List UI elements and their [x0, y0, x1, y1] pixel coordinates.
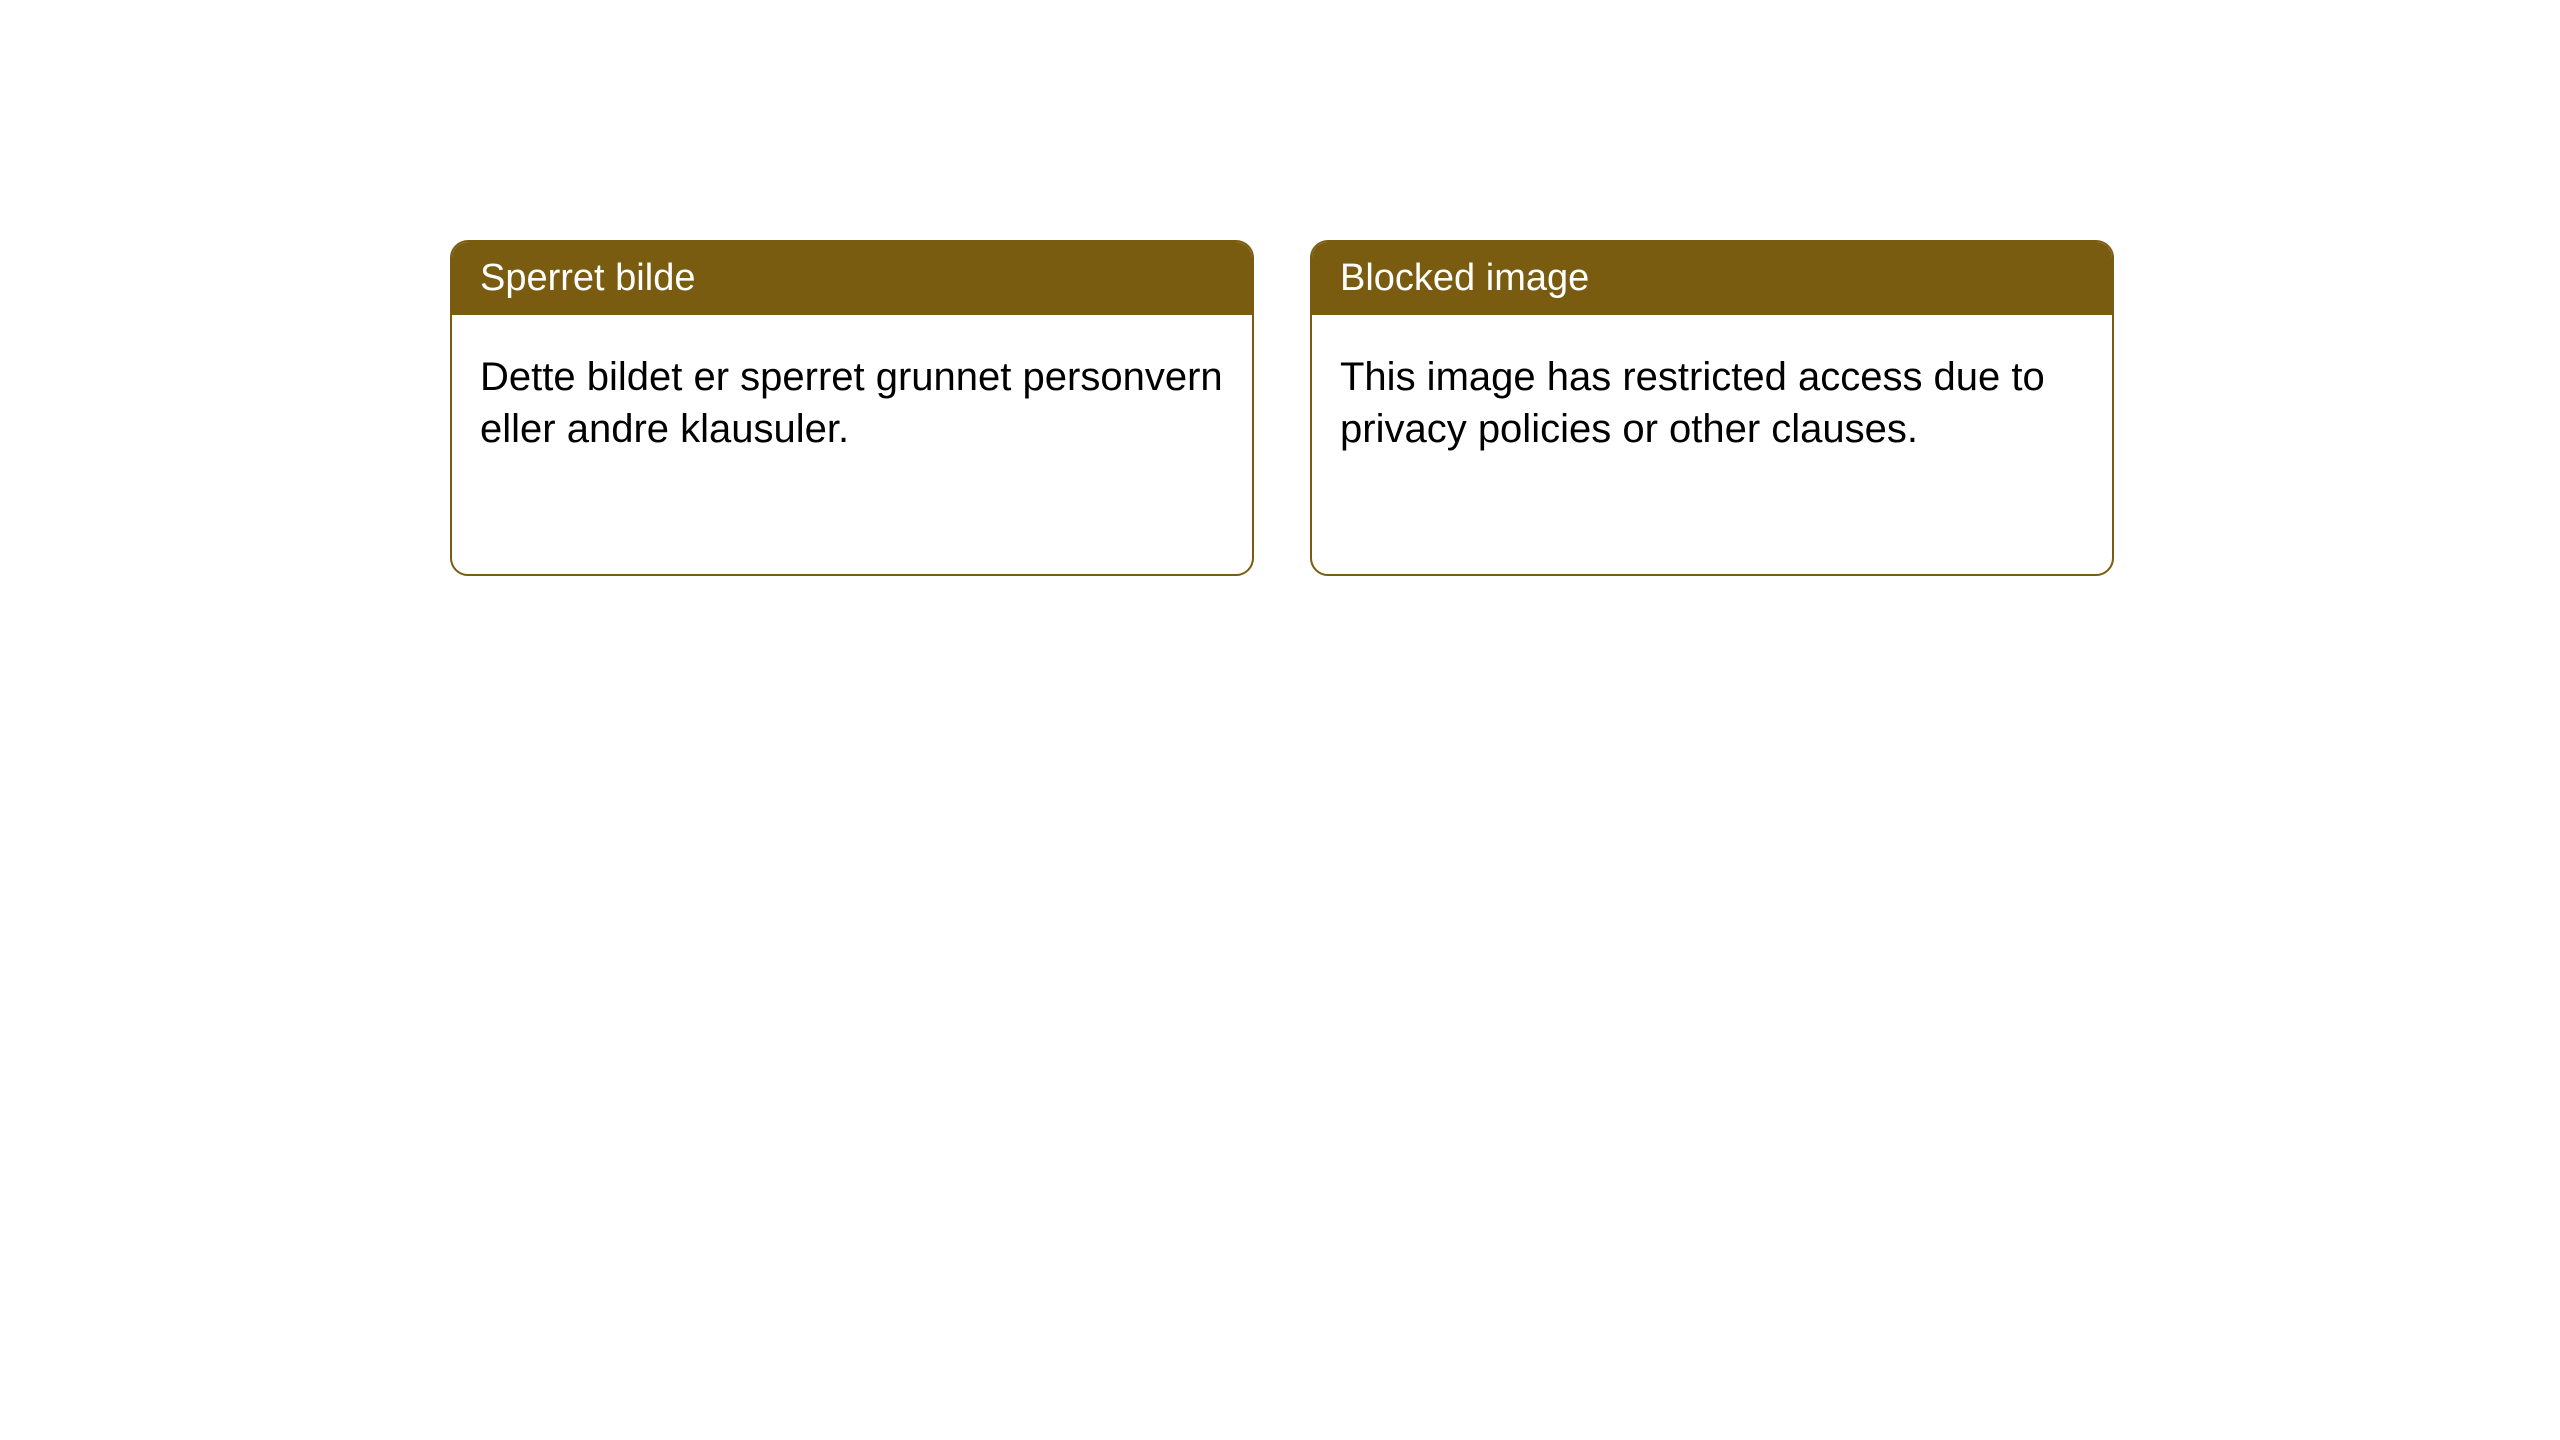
notice-body: Dette bildet er sperret grunnet personve…: [452, 315, 1252, 491]
notice-title: Blocked image: [1340, 257, 1589, 299]
notice-body: This image has restricted access due to …: [1312, 315, 2112, 491]
notice-body-text: Dette bildet er sperret grunnet personve…: [480, 355, 1223, 451]
notice-card-norwegian: Sperret bilde Dette bildet er sperret gr…: [450, 240, 1254, 576]
notice-title: Sperret bilde: [480, 257, 695, 299]
notice-container: Sperret bilde Dette bildet er sperret gr…: [0, 0, 2560, 576]
notice-header: Blocked image: [1312, 242, 2112, 315]
notice-body-text: This image has restricted access due to …: [1340, 355, 2045, 451]
notice-card-english: Blocked image This image has restricted …: [1310, 240, 2114, 576]
notice-header: Sperret bilde: [452, 242, 1252, 315]
